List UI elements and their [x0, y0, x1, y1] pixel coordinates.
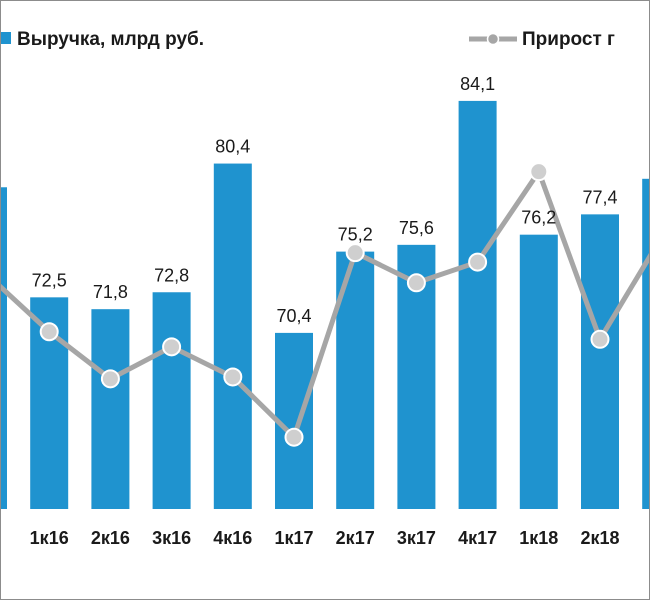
- bar-value-label: 71,8: [93, 282, 128, 302]
- growth-point-4к16: [223, 367, 243, 387]
- bar-value-label: 70,4: [276, 306, 311, 326]
- growth-point-2к18: [590, 329, 610, 349]
- growth-point-2к17: [345, 243, 365, 263]
- x-tick-label: 2к17: [336, 528, 375, 548]
- bar-value-label: 80,4: [215, 137, 250, 157]
- x-tick-label: 1к17: [274, 528, 313, 548]
- bar-4к15: [1, 187, 7, 509]
- x-tick-label: 3к17: [397, 528, 436, 548]
- bar-value-label: 75,2: [338, 225, 373, 245]
- growth-point-2к16: [100, 369, 120, 389]
- growth-point-4к17: [468, 252, 488, 272]
- bar-2к18: [581, 214, 619, 510]
- bar-value-label: 77,4: [582, 187, 617, 207]
- bar-3к16: [152, 292, 191, 509]
- growth-point-1к18: [529, 162, 549, 182]
- x-tick-label: 2к16: [91, 528, 130, 548]
- growth-line: [1, 169, 649, 440]
- x-tick-label: 4к17: [458, 528, 497, 548]
- x-axis-ticks: 51к162к163к164к161к172к173к174к171к182к1…: [30, 528, 620, 548]
- growth-point-3к17: [406, 273, 426, 293]
- x-tick-label: 1к18: [519, 528, 558, 548]
- growth-point-3к16: [162, 337, 182, 357]
- growth-line-layer: [1, 162, 649, 447]
- bar-3к18: [642, 178, 649, 510]
- bar-1к17: [275, 332, 313, 509]
- bar-labels-layer: 072,571,872,880,470,475,275,684,176,277,…: [32, 74, 618, 326]
- bar-4к16: [213, 163, 252, 509]
- growth-point-1к16: [39, 322, 59, 342]
- legend-label-growth: Прирост г: [522, 29, 615, 50]
- x-tick-label: 2к18: [580, 528, 619, 548]
- bar-4к17: [458, 100, 497, 509]
- bar-value-label: 84,1: [460, 74, 495, 94]
- x-tick-label: 3к16: [152, 528, 191, 548]
- bar-value-label: 72,5: [32, 270, 67, 290]
- bar-value-label: 75,6: [399, 218, 434, 238]
- growth-point-1к17: [284, 427, 304, 447]
- bar-1к18: [519, 234, 558, 509]
- legend-swatch-growth-marker: [486, 32, 500, 46]
- bars-layer: [1, 100, 649, 510]
- legend-label-revenue: Выручка, млрд руб.: [17, 29, 204, 50]
- x-tick-label: 4к16: [213, 528, 252, 548]
- bar-value-label: 72,8: [154, 265, 189, 285]
- x-tick-label: 1к16: [30, 528, 69, 548]
- bar-2к16: [91, 309, 130, 509]
- legend-swatch-revenue: [1, 32, 11, 44]
- legend: Выручка, млрд руб. Прирост г: [1, 29, 615, 50]
- bar-value-label: 76,2: [521, 208, 556, 228]
